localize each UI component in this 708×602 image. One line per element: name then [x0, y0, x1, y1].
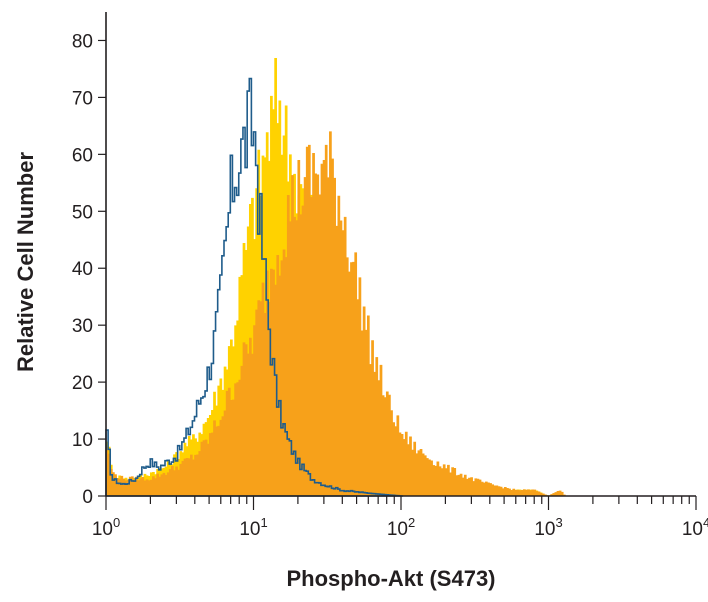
y-tick-label: 10: [72, 430, 93, 451]
y-tick-label: 80: [72, 31, 93, 52]
y-tick-label: 50: [72, 202, 93, 223]
y-tick-label: 70: [72, 88, 93, 109]
outline-histogram-series: [105, 77, 404, 497]
series-layer: [105, 58, 566, 497]
x-tick-label: 102: [387, 515, 415, 540]
x-tick-label: 104: [682, 515, 708, 540]
x-tick-label: 103: [534, 515, 562, 540]
y-tick-label: 20: [72, 373, 93, 394]
y-tick-label: 60: [72, 145, 93, 166]
y-tick-label: 0: [82, 487, 93, 508]
x-tick-label: 100: [92, 515, 120, 540]
filled-histogram-series: [105, 131, 566, 497]
y-tick-label: 30: [72, 316, 93, 337]
x-axis-ticks: 100 101 102 103 104: [92, 496, 708, 540]
x-axis-title: Phospho-Akt (S473): [286, 566, 495, 591]
y-tick-label: 40: [72, 259, 93, 280]
x-tick-label: 101: [239, 515, 267, 540]
y-axis-title: Relative Cell Number: [13, 152, 38, 373]
y-axis-ticks: 0 10 20 30 40 50 60 70 80: [72, 31, 106, 508]
